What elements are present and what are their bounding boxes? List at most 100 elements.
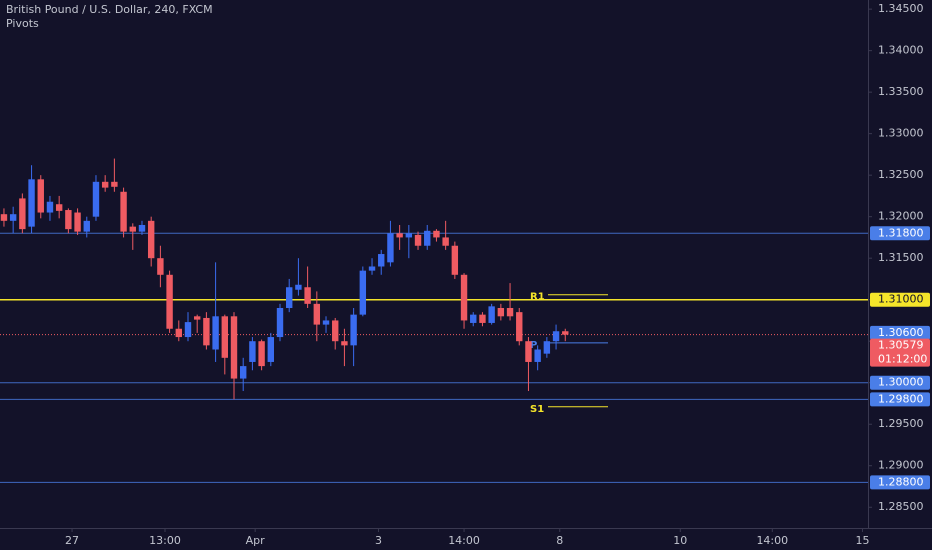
pivot-label: S1 (530, 404, 544, 415)
candle-body (203, 317, 210, 346)
y-tick-label: 1.29500 (878, 417, 924, 430)
y-tick-label: 1.33500 (878, 85, 924, 98)
candle-body (387, 233, 394, 263)
candle-body (497, 308, 505, 317)
candle-body (166, 274, 173, 329)
candle-body (184, 322, 192, 338)
candle-body (442, 237, 449, 246)
current-price-label: 1.30579 (878, 339, 924, 352)
x-tick-label: 13:00 (149, 534, 181, 547)
candle-body (332, 320, 339, 342)
level-tag (870, 226, 930, 241)
candle-body (359, 270, 367, 315)
indicator-name: Pivots (6, 17, 39, 30)
y-tick-label: 1.33000 (878, 127, 924, 140)
candle-body (368, 266, 376, 271)
candle-body (120, 191, 127, 232)
candle-body (534, 349, 541, 362)
candle-body (543, 341, 551, 354)
candle-body (460, 274, 468, 321)
level-label: 1.30600 (878, 326, 924, 339)
candle-body (470, 314, 477, 323)
candle-body (138, 224, 146, 232)
candle-body (488, 306, 495, 323)
current-price-tag (870, 338, 930, 367)
level-tag (870, 475, 930, 490)
chart-title: British Pound / U.S. Dollar, 240, FXCM (6, 3, 213, 16)
x-tick-label: 27 (65, 534, 79, 547)
candle-body (295, 284, 302, 290)
candle-body (378, 254, 385, 267)
candle-body (157, 258, 164, 275)
level-label: 1.31000 (878, 293, 924, 306)
candle-body (37, 179, 44, 213)
y-tick-label: 1.32000 (878, 210, 924, 223)
candle-body (55, 204, 63, 211)
y-tick-label: 1.28500 (878, 500, 924, 513)
candle-body (552, 331, 560, 342)
candle-body (267, 337, 275, 362)
candle-body (424, 230, 431, 246)
candle-body (129, 226, 136, 232)
level-label: 1.30000 (878, 376, 924, 389)
level-tag (870, 392, 930, 407)
y-tick-label: 1.29000 (878, 459, 924, 472)
x-tick-label: 15 (855, 534, 869, 547)
candle-body (249, 341, 256, 362)
y-tick-label: 1.31500 (878, 251, 924, 264)
candle-body (286, 287, 293, 308)
x-tick-label: 8 (556, 534, 563, 547)
candle-body (19, 198, 26, 230)
x-tick-label: Apr (246, 534, 266, 547)
candle-body (9, 214, 17, 221)
candle-body (313, 303, 321, 325)
candle-body (341, 341, 348, 346)
pivot-label: P (530, 340, 537, 351)
candle-body (562, 331, 569, 335)
candle-body (258, 341, 265, 367)
y-tick-label: 1.34500 (878, 2, 924, 15)
candle-body (516, 312, 523, 342)
candle-body (350, 314, 357, 346)
level-tag (870, 325, 930, 340)
countdown-label: 01:12:00 (878, 353, 927, 366)
y-tick-label: 1.32500 (878, 168, 924, 181)
pivot-label: R1 (530, 292, 545, 303)
x-tick-label: 10 (673, 534, 687, 547)
candle-body (433, 230, 440, 238)
candle-body (276, 308, 284, 338)
candle-body (322, 320, 330, 325)
x-tick-label: 14:00 (448, 534, 480, 547)
candle-body (240, 366, 247, 379)
x-tick-label: 14:00 (756, 534, 788, 547)
candle-body (506, 308, 514, 317)
candle-body (28, 179, 35, 227)
candle-body (405, 233, 413, 238)
candle-body (147, 220, 155, 259)
candle-body (230, 316, 238, 379)
level-label: 1.28800 (878, 475, 924, 488)
candle-body (65, 210, 72, 230)
candle-body (221, 316, 228, 358)
level-tag (870, 292, 930, 307)
candle-body (74, 212, 81, 232)
candle-body (525, 341, 532, 362)
candle-body (396, 233, 403, 238)
candle-body (193, 316, 201, 320)
candle-body (101, 181, 109, 188)
y-tick-label: 1.34000 (878, 44, 924, 57)
candle-body (92, 181, 100, 217)
candle-body (479, 314, 486, 323)
candle-body (414, 234, 422, 246)
candle-body (111, 181, 118, 187)
candle-body (212, 316, 219, 350)
candle-body (304, 287, 311, 304)
level-label: 1.29800 (878, 392, 924, 405)
level-label: 1.31800 (878, 226, 924, 239)
candle-body (83, 220, 90, 232)
candle-body (451, 245, 459, 275)
candle-body (175, 328, 182, 338)
level-tag (870, 375, 930, 390)
